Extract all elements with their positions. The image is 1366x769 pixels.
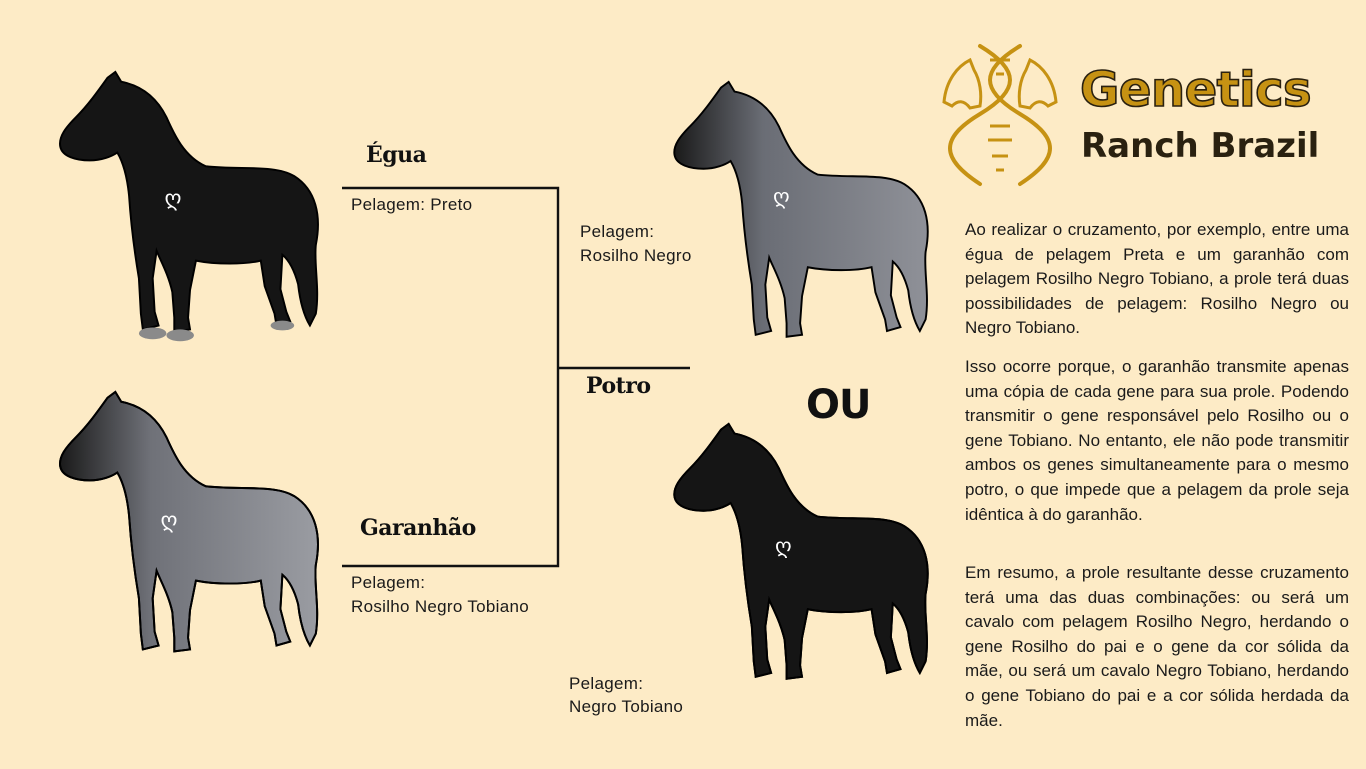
svg-text:ღ: ღ bbox=[161, 509, 178, 534]
svg-text:ღ: ღ bbox=[775, 534, 792, 559]
explanation-paragraph-3: Em resumo, a prole resultante desse cruz… bbox=[965, 563, 1349, 730]
mare-title: Égua bbox=[366, 142, 427, 168]
or-separator: OU bbox=[806, 382, 871, 428]
foal-rosilho-negro-illustration: ღ bbox=[672, 78, 934, 358]
svg-text:ღ: ღ bbox=[164, 187, 181, 212]
svg-text:ღ: ღ bbox=[773, 185, 790, 210]
foal-option1-coat-value: Rosilho Negro bbox=[580, 246, 692, 265]
stallion-coat-label: Pelagem: bbox=[351, 573, 426, 592]
mare-coat-label: Pelagem: Preto bbox=[351, 195, 473, 214]
stallion-horse-illustration: ღ bbox=[55, 388, 327, 673]
foal-option2-coat-label: Pelagem: bbox=[569, 674, 644, 693]
dna-horse-heads-logo-icon bbox=[942, 44, 1058, 186]
stallion-title: Garanhão bbox=[360, 515, 476, 541]
brand-title: Genetics bbox=[1079, 61, 1312, 119]
explanation-paragraph-1: Ao realizar o cruzamento, por exemplo, e… bbox=[965, 220, 1349, 338]
foal-negro-tobiano-illustration: ღ bbox=[672, 420, 934, 700]
foal-option2-coat-value: Negro Tobiano bbox=[569, 697, 684, 716]
explanation-paragraph-2: Isso ocorre porque, o garanhão transmite… bbox=[965, 357, 1349, 524]
foal-title: Potro bbox=[586, 373, 651, 399]
mare-horse-illustration: ღ bbox=[55, 68, 327, 342]
brand-subtitle: Ranch Brazil bbox=[1081, 126, 1320, 166]
stallion-coat-value: Rosilho Negro Tobiano bbox=[351, 597, 529, 616]
foal-option1-coat-label: Pelagem: bbox=[580, 222, 655, 241]
